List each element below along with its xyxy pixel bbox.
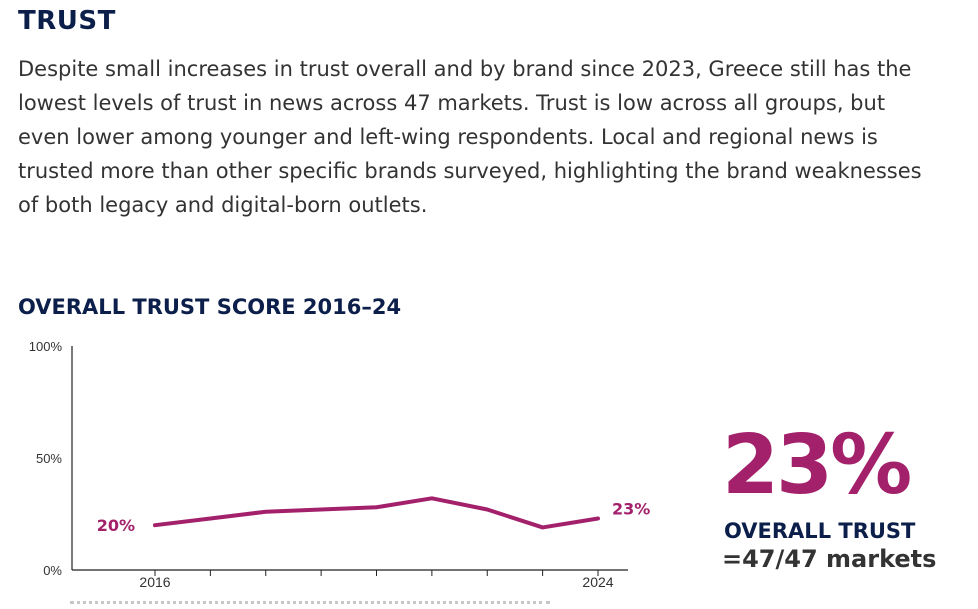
kpi-label: OVERALL TRUST: [724, 519, 916, 543]
chart-title: OVERALL TRUST SCORE 2016–24: [18, 295, 402, 319]
intro-paragraph: Despite small increases in trust overall…: [18, 57, 922, 217]
trust-line-chart: 0% 50% 100% 2016 2024 20% 23%: [29, 339, 651, 590]
y-tick-label: 0%: [43, 563, 62, 578]
x-tick-label: 2016: [139, 574, 170, 590]
cutoff-text-fragment: [70, 601, 550, 608]
y-tick-label: 50%: [36, 451, 62, 466]
trust-series-line: [153, 496, 600, 530]
section-title: TRUST: [18, 6, 116, 36]
data-label: 23%: [612, 499, 650, 518]
data-label: 20%: [97, 516, 135, 535]
y-tick-label: 100%: [29, 339, 63, 354]
kpi-value: 23%: [722, 418, 912, 513]
x-tick-label: 2024: [582, 574, 613, 590]
kpi-rank: =47/47 markets: [722, 545, 937, 573]
